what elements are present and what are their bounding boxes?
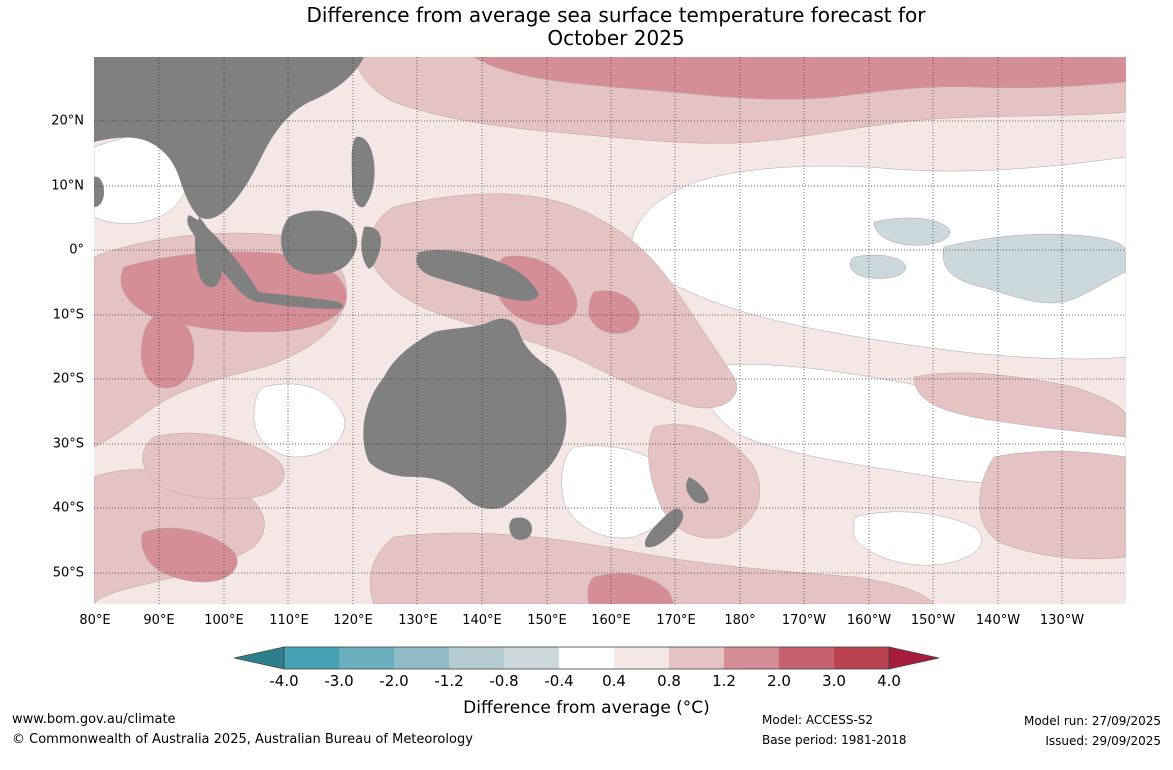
x-tick-160e: 160°E — [591, 613, 631, 628]
zone-mid-indian-south — [141, 315, 195, 389]
y-tick-40s: 40°S — [52, 500, 84, 516]
graticule — [94, 57, 1126, 604]
title-line-2: October 2025 — [547, 26, 685, 50]
x-tick-90e: 90°E — [143, 613, 175, 628]
zone-cool-equatorial-east — [942, 233, 1126, 304]
y-tick-50s: 50°S — [52, 565, 84, 581]
x-tick-160w: 160°W — [846, 613, 892, 628]
colorbar-title-wrap: Difference from average (°C) — [0, 698, 1173, 718]
land-new-zealand-south — [644, 508, 684, 548]
colorbar-label: -1.2 — [434, 672, 464, 690]
x-tick-140w: 140°W — [975, 613, 1021, 628]
x-tick-150e: 150°E — [527, 613, 567, 628]
colorbar-label: -4.0 — [269, 672, 299, 690]
sst-anomaly-map — [94, 57, 1126, 604]
colorbar-label: 1.2 — [712, 672, 736, 690]
x-tick-80e: 80°E — [79, 613, 111, 628]
colorbar-label: 2.0 — [767, 672, 791, 690]
x-tick-140e: 140°E — [462, 613, 502, 628]
y-tick-0: 0° — [69, 242, 84, 258]
colorbar-title: Difference from average (°C) — [463, 698, 710, 718]
land-philippines — [351, 136, 375, 208]
x-tick-170w: 170°W — [781, 613, 827, 628]
zone-neutral-tasman — [561, 445, 677, 539]
y-tick-30s: 30°S — [52, 436, 84, 452]
zone-warm-south-pacific-east — [913, 372, 1126, 438]
y-tick-20s: 20°S — [52, 371, 84, 387]
model-name: Model: ACCESS-S2 — [762, 713, 874, 727]
colorbar-bin — [284, 647, 339, 669]
map-canvas — [94, 57, 1126, 604]
x-tick-180: 180° — [724, 613, 756, 628]
land-borneo-west — [94, 176, 104, 207]
land-new-zealand-north — [686, 477, 709, 504]
colorbar-bin — [394, 647, 449, 669]
website-link[interactable]: www.bom.gov.au/climate — [12, 712, 176, 727]
land-borneo — [281, 210, 358, 275]
x-tick-120e: 120°E — [333, 613, 373, 628]
colorbar — [234, 646, 940, 670]
zone-cool-equatorial-west — [849, 254, 907, 279]
x-tick-110e: 110°E — [269, 613, 309, 628]
colorbar-label: -3.0 — [324, 672, 354, 690]
colorbar-label: 3.0 — [822, 672, 846, 690]
colorbar-bin — [834, 647, 889, 669]
y-tick-10n: 10°N — [51, 178, 84, 194]
land-sulawesi — [361, 226, 382, 269]
map-title: Difference from average sea surface temp… — [0, 4, 1173, 50]
land-new-guinea — [416, 250, 539, 301]
x-tick-100e: 100°E — [204, 613, 244, 628]
colorbar-label: -0.8 — [489, 672, 519, 690]
zone-mid-solomon — [588, 290, 640, 334]
y-tick-10s: 10°S — [52, 307, 84, 323]
zone-warm-indian-mid — [142, 432, 285, 500]
zone-neutral-southeast — [853, 511, 982, 566]
colorbar-bin — [724, 647, 779, 669]
colorbar-label: -2.0 — [379, 672, 409, 690]
issued-date: Issued: 29/09/2025 — [1045, 734, 1161, 748]
land-australia — [363, 318, 567, 509]
colorbar-left-arrow — [234, 646, 285, 670]
colorbar-label: 0.4 — [602, 672, 626, 690]
colorbar-label: 0.8 — [657, 672, 681, 690]
colorbar-right-arrow — [888, 646, 940, 670]
x-tick-150w: 150°W — [910, 613, 956, 628]
zone-mid-north-east — [963, 59, 1055, 86]
zone-warm-southeast-pacific — [979, 450, 1126, 560]
zone-cool-equatorial-mid — [873, 217, 950, 246]
zone-neutral-south-indian — [253, 383, 345, 458]
zone-mid-southern-indian — [141, 527, 238, 583]
zone-mid-north-pacific — [473, 57, 1126, 100]
colorbar-outline — [283, 646, 890, 670]
colorbar-bin — [614, 647, 669, 669]
x-tick-130w: 130°W — [1039, 613, 1085, 628]
colorbar-bin — [559, 647, 614, 669]
base-period: Base period: 1981-2018 — [762, 733, 907, 747]
zone-mid-southern-ocean — [587, 573, 675, 604]
colorbar-bin — [449, 647, 504, 669]
colorbar-bin — [504, 647, 559, 669]
colorbar-label: -0.4 — [544, 672, 574, 690]
colorbar-bin — [669, 647, 724, 669]
x-tick-130e: 130°E — [398, 613, 438, 628]
land-tasmania — [509, 517, 532, 540]
colorbar-bin — [779, 647, 834, 669]
copyright-text: © Commonwealth of Australia 2025, Austra… — [12, 732, 473, 747]
y-tick-20n: 20°N — [51, 113, 84, 129]
model-run-date: Model run: 27/09/2025 — [1023, 714, 1161, 728]
title-line-1: Difference from average sea surface temp… — [306, 3, 926, 27]
colorbar-bin — [339, 647, 394, 669]
land-southeast-asia — [94, 57, 364, 219]
x-tick-170e: 170°E — [656, 613, 696, 628]
colorbar-label: 4.0 — [877, 672, 901, 690]
land-java — [257, 292, 344, 309]
land-sumatra — [187, 215, 264, 303]
